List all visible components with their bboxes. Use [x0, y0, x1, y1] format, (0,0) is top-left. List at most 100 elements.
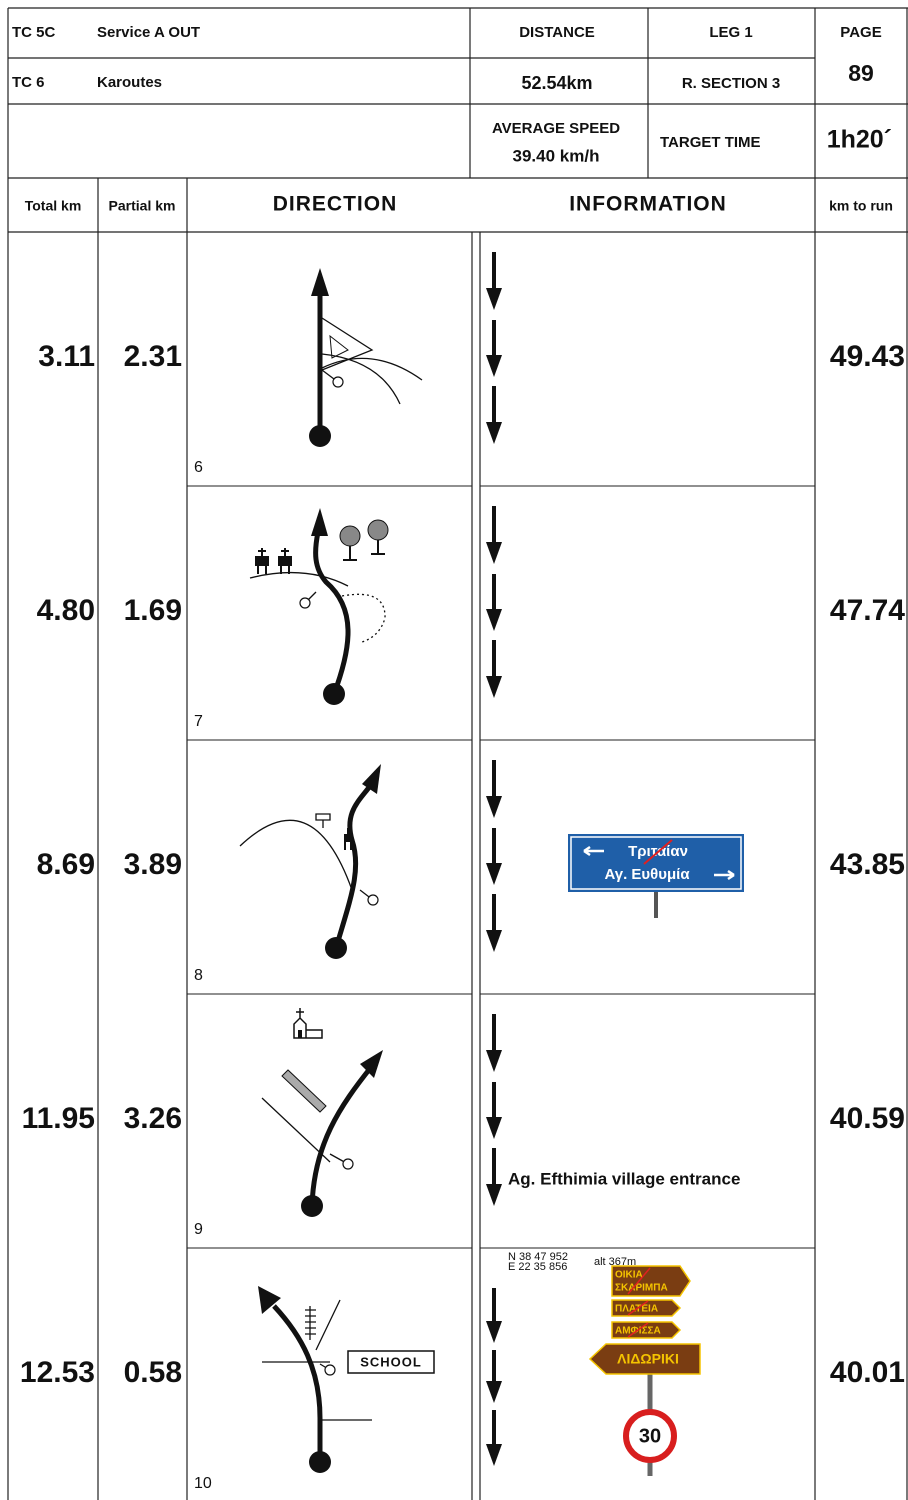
info-arrow-head — [486, 796, 502, 818]
label-box — [347, 1350, 435, 1374]
direction-sign — [611, 1299, 682, 1317]
grid — [7, 7, 908, 1500]
header: TC 5C Service A OUT TC 6 Karoutes DISTAN… — [12, 24, 893, 216]
start-dot — [323, 683, 345, 705]
partial-km: 1.69 — [124, 594, 182, 627]
row-number: 7 — [194, 713, 203, 730]
direction-diagram — [239, 764, 381, 959]
cross-icon — [278, 556, 292, 566]
route-arrow-head — [311, 508, 328, 536]
start-dot — [309, 425, 331, 447]
gps: E 22 35 856 — [508, 1261, 567, 1273]
speed-sign — [623, 1409, 677, 1463]
sign-text: ΟΙΚΙΑ — [615, 1270, 643, 1281]
route-arrow-head — [311, 268, 329, 296]
avg-speed: 39.40 km/h — [513, 146, 600, 165]
route — [272, 1304, 323, 1462]
section: R. SECTION 3 — [682, 75, 780, 92]
speed-limit: 30 — [639, 1425, 661, 1447]
col-information: INFORMATION — [569, 193, 727, 216]
road — [280, 548, 290, 574]
sign-text: ΛΙΔΩΡΙΚΙ — [617, 1351, 679, 1367]
road — [261, 1097, 331, 1163]
odo-mark — [324, 1364, 336, 1376]
odo-mark — [342, 1158, 354, 1170]
row: 11.95 3.26 40.59 9 Ag. Efthimia village entr… — [22, 993, 905, 1238]
info-arrow-head — [486, 355, 502, 377]
odo-mark — [332, 376, 344, 388]
info-arrow-head — [486, 930, 502, 952]
start-dot — [325, 937, 347, 959]
strike — [643, 839, 673, 865]
info-arrow-head — [486, 1444, 502, 1466]
col-to-run: km to run — [829, 198, 893, 214]
col-direction: DIRECTION — [273, 193, 398, 216]
direction-diagram — [309, 268, 423, 447]
cross-icon — [255, 556, 269, 566]
sign-arrow — [714, 869, 735, 881]
avg-speed-label: AVERAGE SPEED — [492, 120, 620, 137]
info-arrow-head — [486, 288, 502, 310]
partial-km: 3.89 — [124, 848, 182, 881]
row-number: 8 — [194, 967, 203, 984]
road — [321, 353, 401, 405]
total-km: 4.80 — [37, 594, 95, 627]
direction-diagram — [261, 1008, 383, 1217]
leg: LEG 1 — [709, 24, 752, 41]
gps: N 38 47 952 — [508, 1251, 568, 1263]
sign-text: ΑΜΦΙΣΣΑ — [615, 1326, 661, 1337]
row-number: 6 — [194, 459, 203, 476]
row-number: 10 — [194, 1475, 212, 1492]
sign-arrow — [583, 845, 604, 857]
odo-mark — [367, 894, 379, 906]
info-arrow-head — [486, 863, 502, 885]
sign-text: ΣΚΑΡΙΜΠΑ — [615, 1283, 668, 1294]
distance: 52.54km — [521, 73, 592, 93]
km-to-run: 47.74 — [830, 594, 905, 627]
direction-sign — [611, 1265, 691, 1297]
road — [341, 593, 386, 643]
info-arrow-head — [486, 1321, 502, 1343]
partial-km: 2.31 — [124, 340, 182, 373]
tree-icon — [339, 525, 361, 547]
information — [486, 506, 502, 698]
road — [321, 317, 374, 371]
info-arrow-head — [486, 422, 502, 444]
information — [486, 252, 502, 444]
info-arrow-head — [486, 609, 502, 631]
row: 4.80 1.69 47.74 7 — [37, 485, 905, 730]
row: 3.11 2.31 49.43 6 — [38, 252, 905, 476]
information: Ag. Efthimia village entrance — [486, 1014, 740, 1206]
total-km: 11.95 — [22, 1102, 95, 1135]
km-to-run: 40.01 — [830, 1356, 905, 1389]
col-total: Total km — [25, 198, 82, 214]
partial-km: 3.26 — [124, 1102, 182, 1135]
tc-from: TC 5C — [12, 24, 56, 41]
strike — [627, 1267, 651, 1295]
direction-sign — [611, 1321, 682, 1339]
road — [293, 1008, 323, 1039]
direction-diagram: SCHOOL — [258, 1286, 435, 1473]
km-to-run: 40.59 — [830, 1102, 905, 1135]
partial-km: 0.58 — [124, 1356, 182, 1389]
road — [257, 548, 267, 574]
road — [343, 546, 357, 561]
start-dot — [309, 1451, 331, 1473]
page-label: PAGE — [840, 24, 881, 41]
label: SCHOOL — [360, 1354, 422, 1369]
strike — [627, 1322, 649, 1338]
row-number: 9 — [194, 1221, 203, 1238]
route — [333, 784, 373, 949]
target-time: 1h20´ — [827, 126, 892, 154]
road — [249, 571, 349, 587]
km-to-run: 43.85 — [830, 848, 905, 881]
tc-from-name: Service A OUT — [97, 24, 200, 41]
road — [305, 1306, 316, 1340]
tc-to-name: Karoutes — [97, 74, 162, 91]
road — [315, 1299, 341, 1351]
route — [313, 531, 351, 695]
tree-icon — [367, 519, 389, 541]
